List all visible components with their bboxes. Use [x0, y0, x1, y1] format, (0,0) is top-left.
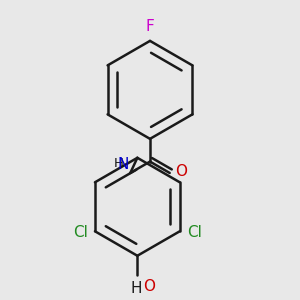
Text: F: F [146, 19, 154, 34]
Text: N: N [117, 157, 129, 172]
Text: O: O [143, 279, 155, 294]
Text: Cl: Cl [73, 225, 88, 240]
Text: H: H [113, 157, 123, 170]
Text: O: O [176, 164, 188, 179]
Text: Cl: Cl [187, 225, 202, 240]
Text: H: H [130, 281, 142, 296]
